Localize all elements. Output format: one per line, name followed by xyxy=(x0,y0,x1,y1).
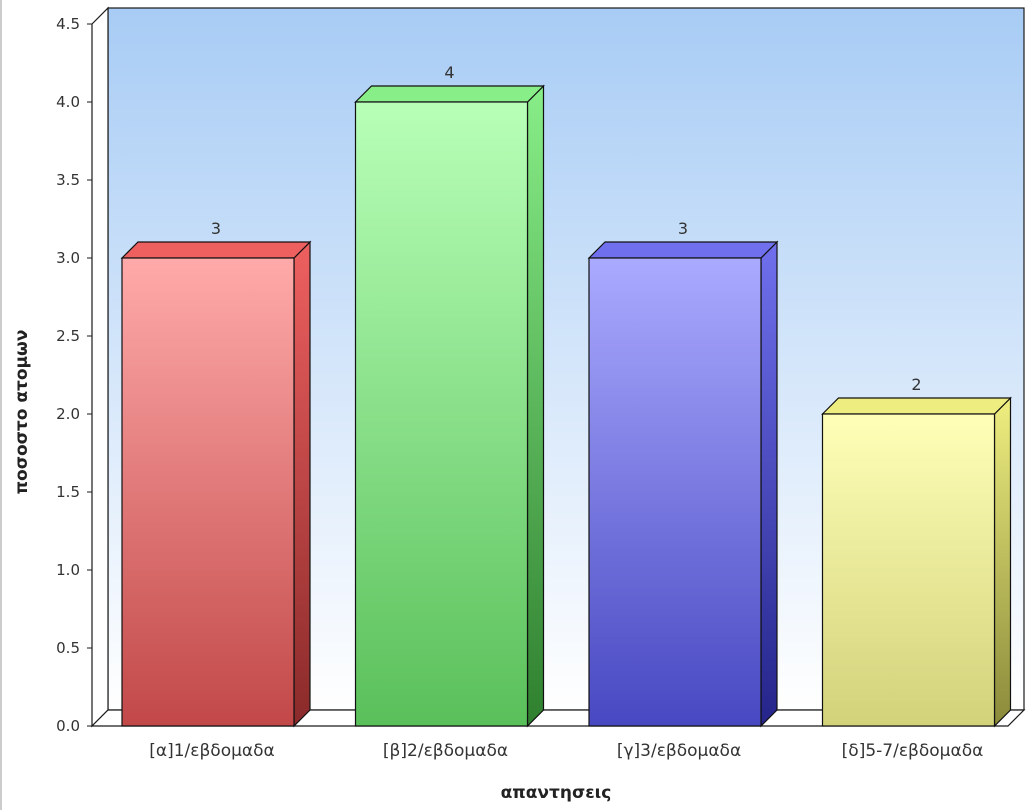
y-tick-label: 0.0 xyxy=(56,717,80,735)
bar-2 xyxy=(587,240,779,728)
bar-side xyxy=(293,240,311,728)
bar-1 xyxy=(354,84,545,728)
bar-0 xyxy=(120,240,312,728)
x-tick-label-1: [β]2/εβδομαδα xyxy=(383,741,508,761)
bar-side xyxy=(993,396,1012,728)
y-tick-label: 3.0 xyxy=(56,249,80,267)
y-tick-label: 4.5 xyxy=(56,15,80,33)
y-tick-label: 1.5 xyxy=(56,483,80,501)
x-axis-title: απαντησεις xyxy=(501,783,612,803)
bar-top xyxy=(587,241,779,259)
y-axis-title: ποσοστο ατομων xyxy=(12,330,32,495)
bar-3 xyxy=(821,396,1012,728)
x-tick-label-3: [δ]5-7/εβδομαδα xyxy=(842,741,984,761)
bar-side xyxy=(526,84,545,728)
left-wall xyxy=(91,6,109,728)
x-tick-label-0: [α]1/εβδομαδα xyxy=(149,741,274,761)
y-tick-label: 0.5 xyxy=(56,639,80,657)
y-tick-label: 1.0 xyxy=(56,561,80,579)
bar-front xyxy=(354,101,529,727)
bar-front xyxy=(821,413,996,727)
y-tick-label: 2.5 xyxy=(56,327,80,345)
y-tick-label: 4.0 xyxy=(56,93,80,111)
data-label-0: 3 xyxy=(211,219,221,238)
bar-side xyxy=(760,240,778,728)
axis-labels: 0.0 0.5 1.0 1.5 2.0 2.5 3.0 3.5 4.0 4.5 3 [α]1/εβδο… xyxy=(56,15,983,761)
bar-top xyxy=(821,397,1012,415)
bar-front xyxy=(588,257,762,727)
y-tick-label: 3.5 xyxy=(56,171,80,189)
x-tick-label-2: [γ]3/εβδομαδα xyxy=(617,741,741,761)
bar-front xyxy=(121,257,295,727)
y-tick-label: 2.0 xyxy=(56,405,80,423)
data-label-2: 3 xyxy=(678,219,688,238)
data-label-1: 4 xyxy=(444,63,454,82)
bar-top xyxy=(120,241,312,259)
bars xyxy=(120,84,1012,728)
data-label-3: 2 xyxy=(911,375,921,394)
bar-top xyxy=(354,85,545,103)
